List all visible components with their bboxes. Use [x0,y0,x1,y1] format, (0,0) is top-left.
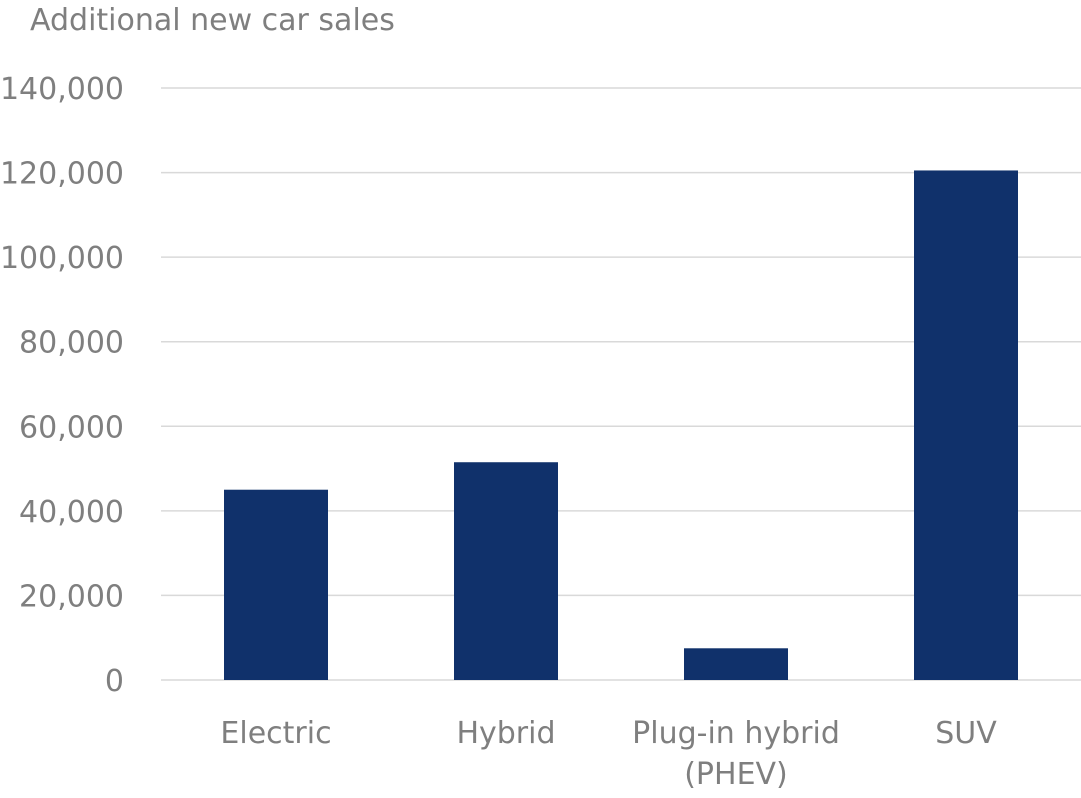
y-tick-labels: 0 20,000 40,000 60,000 80,000 100,000 120,000 1… [0,72,124,699]
x-category-label: Hybrid [456,716,555,751]
x-category-label: Plug-in hybrid (PHEV) [632,716,840,792]
bars [224,170,1018,680]
x-category-label: SUV [935,716,997,751]
bar [454,462,558,680]
y-tick-label: 20,000 [19,579,124,614]
bar [224,489,328,680]
y-tick-label: 140,000 [0,72,124,107]
bar [914,170,1018,680]
y-tick-label: 0 [105,664,124,699]
y-tick-label: 80,000 [19,326,124,361]
y-tick-label: 60,000 [19,410,124,445]
y-tick-label: 100,000 [0,241,124,276]
bar [684,648,788,680]
y-axis-label: Additional new car sales [30,3,395,38]
y-tick-label: 40,000 [19,495,124,530]
x-category-label: Electric [220,716,331,751]
y-tick-label: 120,000 [0,157,124,192]
x-category-labels: Electric Hybrid Plug-in hybrid (PHEV) SUV [220,716,997,792]
